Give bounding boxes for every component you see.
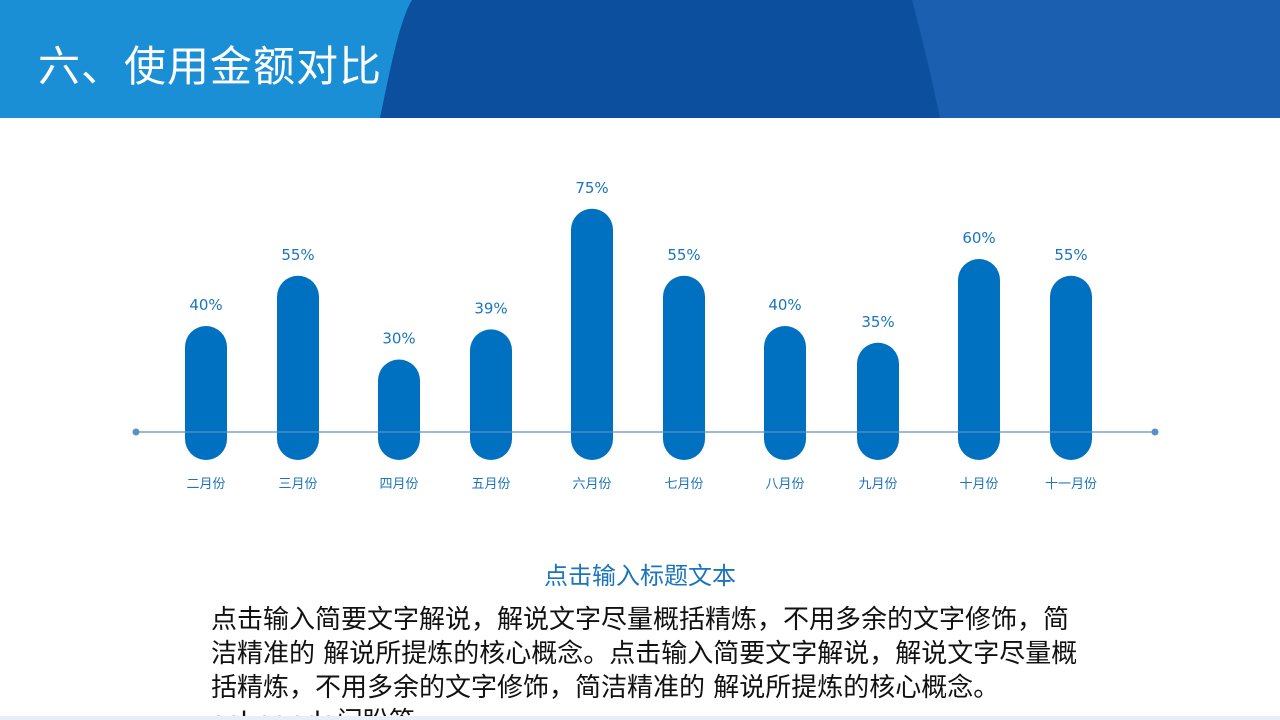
x-tick-label: 二月份 — [186, 477, 225, 492]
data-label: 60% — [962, 229, 995, 247]
bar — [764, 326, 806, 460]
bar — [277, 275, 319, 460]
bar — [1050, 275, 1092, 460]
bar-chart: 40% 二月份 55% 三月份 30% 四月份 39% 五月份 75% 六月份 55% 七月份 40% 八… — [132, 179, 1159, 492]
bar — [470, 329, 512, 460]
bar — [571, 208, 613, 460]
description-text[interactable]: 点击输入简要文字解说，解说文字尽量概括精炼，不用多余的文字修饰，简洁精准的 解说… — [211, 605, 1078, 720]
x-tick-label: 五月份 — [471, 477, 510, 492]
x-tick-label: 九月份 — [858, 477, 897, 492]
data-label: 40% — [189, 296, 222, 314]
bar — [663, 275, 705, 460]
x-tick-label: 十一月份 — [1045, 477, 1097, 492]
data-label: 35% — [861, 313, 894, 331]
axis-left-dot — [132, 428, 140, 436]
data-label: 30% — [382, 330, 415, 348]
header-background — [0, 0, 1280, 118]
x-tick-label: 四月份 — [379, 477, 418, 492]
x-tick-label: 十月份 — [959, 477, 998, 492]
axis-right-dot — [1151, 428, 1159, 436]
x-tick-label: 八月份 — [765, 477, 804, 492]
bar — [857, 342, 899, 460]
bar — [378, 359, 420, 460]
x-tick-label: 三月份 — [278, 477, 317, 492]
bar — [185, 326, 227, 460]
x-tick-label: 七月份 — [664, 477, 703, 492]
data-label: 55% — [1054, 246, 1087, 264]
header-banner: 六、使用金额对比 — [0, 0, 1280, 118]
chart-subtitle[interactable]: 点击输入标题文本 — [544, 562, 736, 590]
bar — [958, 259, 1000, 460]
page-title: 六、使用金额对比 — [38, 42, 383, 91]
data-label: 55% — [667, 246, 700, 264]
data-label: 39% — [474, 299, 507, 317]
bottom-divider — [0, 716, 1280, 720]
x-tick-label: 六月份 — [572, 477, 611, 492]
data-label: 75% — [575, 179, 608, 197]
header-right-band — [912, 0, 1280, 118]
data-label: 55% — [281, 246, 314, 264]
data-label: 40% — [768, 296, 801, 314]
